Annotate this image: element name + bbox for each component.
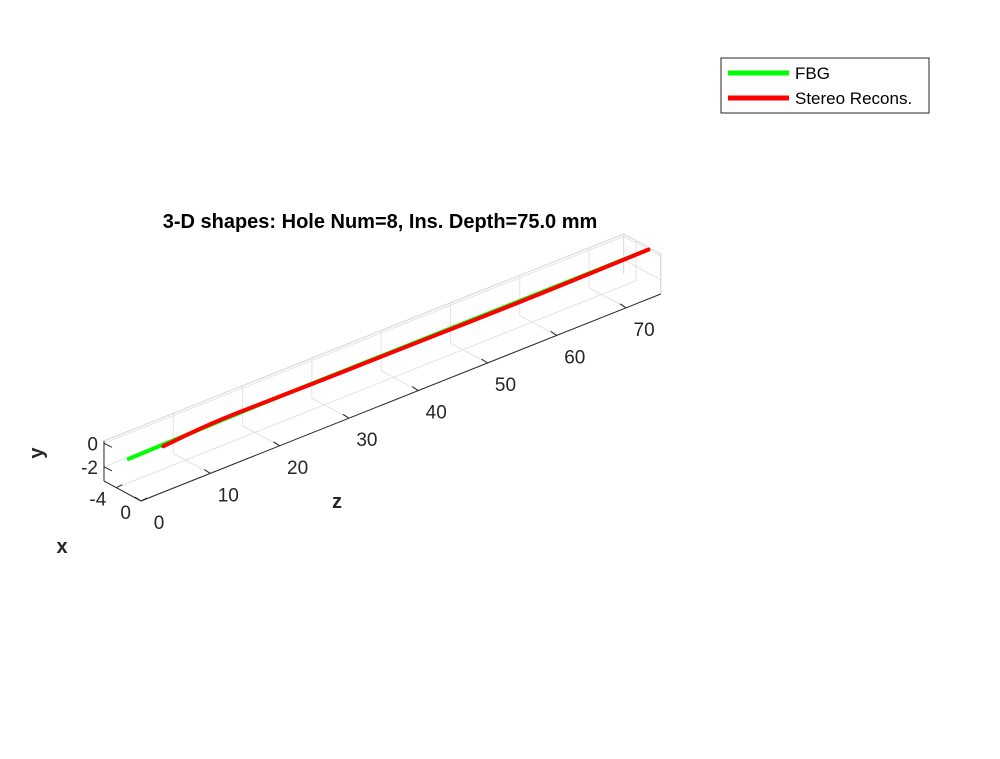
- x-tick-mark: [140, 497, 148, 502]
- z-tick-label: 0: [154, 513, 165, 534]
- z-tick-label: 60: [564, 347, 585, 368]
- y-tick-label: 0: [87, 434, 98, 455]
- grid-line-z-floor: [380, 370, 419, 392]
- box-edge: [103, 233, 624, 442]
- x-axis-line: [103, 480, 142, 502]
- z-tick-label: 50: [495, 375, 516, 396]
- grid-line-z-floor: [242, 425, 280, 447]
- legend-label-fbg: FBG: [795, 64, 830, 83]
- z-tick-label: 70: [634, 320, 655, 341]
- grid-line-y-wall: [103, 235, 624, 444]
- z-tick-mark: [134, 496, 142, 502]
- grid-line-z-floor: [588, 287, 627, 309]
- series-line-stereo: [161, 247, 651, 449]
- grid-line-x-floor: [116, 280, 637, 489]
- series-lines: [126, 247, 651, 461]
- y-axis-label: y: [26, 447, 48, 459]
- grid-line-y-end: [623, 259, 661, 281]
- grid-line-z-floor: [450, 342, 488, 364]
- z-tick-mark: [411, 386, 419, 392]
- box-edge: [623, 233, 661, 255]
- z-tick-mark: [619, 303, 627, 309]
- z-tick-mark: [204, 468, 211, 474]
- x-tick-label: 0: [120, 503, 131, 524]
- legend: FBG Stereo Recons.: [720, 57, 930, 114]
- grid-line-z-floor: [173, 452, 211, 474]
- grid-line-z-floor: [311, 397, 350, 419]
- chart-title: 3-D shapes: Hole Num=8, Ins. Depth=75.0 …: [163, 211, 598, 233]
- y-tick-mark: [103, 442, 113, 448]
- z-tick-mark: [273, 441, 280, 447]
- y-tick-mark: [103, 466, 113, 472]
- z-tick-mark: [342, 413, 350, 419]
- z-tick-label: 20: [287, 458, 308, 479]
- x-axis-label: x: [56, 536, 67, 558]
- x-tick-label: -4: [89, 490, 106, 511]
- z-tick-mark: [550, 330, 558, 336]
- x-tick-mark: [116, 484, 123, 489]
- z-tick-mark: [481, 358, 488, 364]
- y-tick-label: -2: [81, 458, 98, 479]
- grid-line-z-floor: [519, 314, 558, 336]
- axes: [103, 293, 661, 502]
- tick-labels: 0 10 20 30 40 50 60 70 0 -4 0 -2: [81, 320, 655, 534]
- z-tick-label: 30: [356, 430, 377, 451]
- grid-line-y-end: [623, 235, 661, 257]
- z-axis-line: [140, 293, 661, 502]
- z-axis-label: z: [332, 491, 342, 513]
- z-tick-label: 10: [218, 485, 239, 506]
- legend-label-stereo: Stereo Recons.: [795, 89, 912, 108]
- legend-box: [720, 57, 930, 114]
- z-tick-label: 40: [426, 403, 447, 424]
